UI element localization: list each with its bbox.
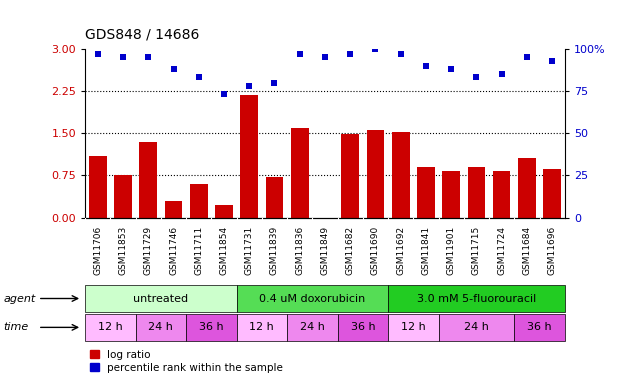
Point — [421, 63, 431, 69]
Bar — [165, 201, 182, 217]
Point — [497, 71, 507, 77]
Bar — [543, 169, 561, 217]
Bar — [367, 130, 384, 218]
Text: GSM11692: GSM11692 — [396, 226, 405, 275]
Text: 3.0 mM 5-fluorouracil: 3.0 mM 5-fluorouracil — [417, 294, 536, 303]
Point — [269, 80, 280, 86]
Bar — [114, 176, 132, 217]
Point — [320, 54, 330, 60]
Bar — [341, 134, 359, 218]
Point — [370, 46, 380, 52]
Point — [396, 51, 406, 57]
Bar — [442, 171, 460, 217]
Text: GSM11746: GSM11746 — [169, 226, 178, 275]
Text: GSM11690: GSM11690 — [371, 226, 380, 275]
Text: 12 h: 12 h — [401, 322, 426, 332]
Text: GSM11724: GSM11724 — [497, 226, 506, 275]
Point — [547, 57, 557, 63]
Bar — [291, 128, 309, 218]
Bar — [139, 142, 157, 218]
Text: 12 h: 12 h — [249, 322, 274, 332]
Text: 24 h: 24 h — [148, 322, 174, 332]
Text: time: time — [3, 322, 28, 332]
Text: GSM11715: GSM11715 — [472, 226, 481, 275]
Bar — [266, 177, 283, 218]
Bar — [468, 167, 485, 218]
Bar — [240, 95, 258, 218]
Bar — [89, 156, 107, 218]
Point — [219, 92, 229, 98]
Text: GSM11711: GSM11711 — [194, 226, 203, 275]
Legend: log ratio, percentile rank within the sample: log ratio, percentile rank within the sa… — [90, 350, 283, 373]
Bar — [190, 184, 208, 218]
Point — [471, 74, 481, 81]
Text: GSM11706: GSM11706 — [93, 226, 102, 275]
Point — [194, 74, 204, 81]
Point — [295, 51, 305, 57]
Text: 24 h: 24 h — [300, 322, 325, 332]
Point — [168, 66, 179, 72]
Point — [446, 66, 456, 72]
Text: GSM11729: GSM11729 — [144, 226, 153, 275]
Bar — [493, 171, 510, 217]
Point — [522, 54, 532, 60]
Point — [118, 54, 128, 60]
Text: 24 h: 24 h — [464, 322, 489, 332]
Text: GSM11684: GSM11684 — [522, 226, 531, 275]
Bar — [518, 158, 536, 218]
Text: GSM11841: GSM11841 — [422, 226, 430, 275]
Text: 36 h: 36 h — [527, 322, 552, 332]
Point — [143, 54, 153, 60]
Point — [244, 83, 254, 89]
Bar — [392, 132, 410, 218]
Text: 12 h: 12 h — [98, 322, 123, 332]
Point — [345, 51, 355, 57]
Bar — [417, 167, 435, 218]
Text: 36 h: 36 h — [350, 322, 375, 332]
Point — [93, 51, 103, 57]
Text: GSM11696: GSM11696 — [548, 226, 557, 275]
Text: agent: agent — [3, 294, 35, 303]
Text: untreated: untreated — [133, 294, 189, 303]
Text: GDS848 / 14686: GDS848 / 14686 — [85, 27, 199, 41]
Text: 36 h: 36 h — [199, 322, 224, 332]
Text: GSM11836: GSM11836 — [295, 226, 304, 275]
Bar — [215, 205, 233, 218]
Text: GSM11849: GSM11849 — [321, 226, 329, 275]
Text: GSM11731: GSM11731 — [245, 226, 254, 275]
Text: GSM11839: GSM11839 — [270, 226, 279, 275]
Text: GSM11853: GSM11853 — [119, 226, 127, 275]
Text: GSM11854: GSM11854 — [220, 226, 228, 275]
Text: GSM11901: GSM11901 — [447, 226, 456, 275]
Text: GSM11682: GSM11682 — [346, 226, 355, 275]
Text: 0.4 uM doxorubicin: 0.4 uM doxorubicin — [259, 294, 365, 303]
